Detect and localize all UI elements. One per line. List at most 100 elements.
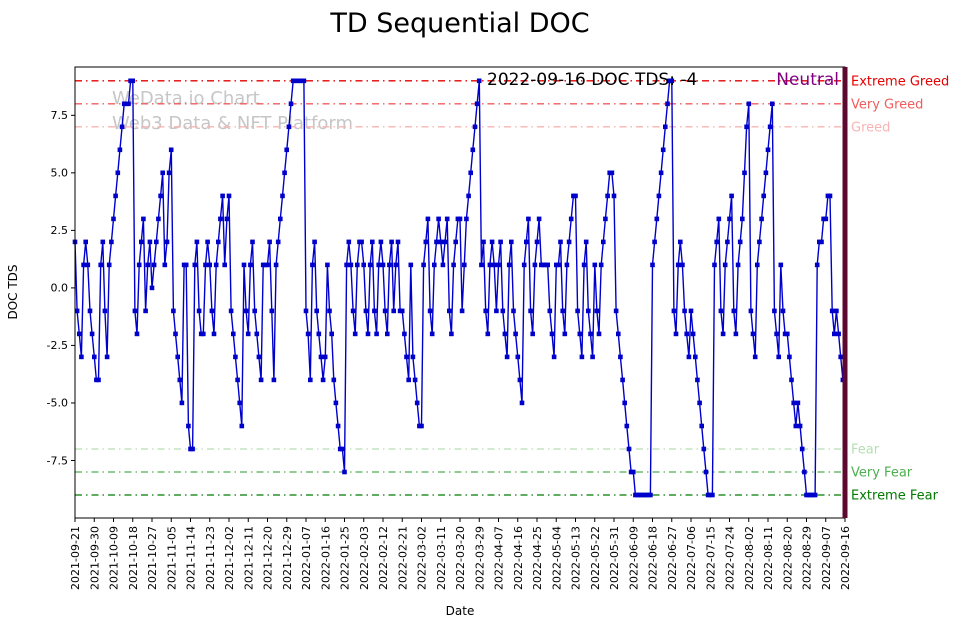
data-point-marker (222, 262, 227, 268)
data-point-marker (301, 78, 307, 84)
data-point-marker (605, 193, 610, 199)
data-point-marker (186, 423, 191, 429)
data-point-marker (534, 239, 540, 245)
data-point-marker (241, 262, 247, 268)
data-point-marker (789, 377, 794, 383)
x-tick-label: 2022-06-27 (666, 526, 679, 590)
data-point-marker (284, 147, 289, 153)
data-point-marker (532, 262, 538, 268)
data-point-marker (727, 216, 732, 222)
data-point-marker (220, 193, 225, 199)
x-tick-label: 2022-08-11 (762, 526, 775, 590)
reference-label-extreme-fear: Extreme Fear (851, 488, 939, 503)
data-point-marker (269, 308, 275, 314)
data-point-marker (530, 331, 535, 337)
data-point-marker (611, 193, 617, 199)
data-point-marker (547, 308, 553, 314)
data-point-marker (346, 239, 352, 245)
data-point-marker (772, 308, 777, 314)
data-point-marker (218, 216, 223, 222)
data-point-marker (476, 78, 482, 84)
x-tick-label: 2022-08-29 (801, 526, 814, 590)
data-point-marker (609, 170, 615, 176)
data-point-marker (528, 308, 533, 314)
data-point-marker (457, 216, 463, 222)
watermark: WeData.io Chart Web3 Data & NFT Platform (112, 86, 353, 136)
data-point-marker (111, 216, 116, 222)
data-point-marker (759, 216, 764, 222)
data-point-marker (419, 423, 424, 429)
data-point-marker (74, 308, 80, 314)
data-point-marker (209, 308, 215, 314)
x-tick-label: 2021-10-09 (108, 526, 121, 590)
data-point-marker (613, 308, 619, 314)
data-point-marker (652, 239, 657, 245)
data-point-marker (250, 239, 255, 245)
data-point-marker (787, 354, 792, 360)
data-point-marker (239, 423, 245, 429)
data-point-marker (192, 262, 198, 268)
y-tick-label: 5.0 (51, 167, 69, 180)
data-point-marker (626, 446, 632, 452)
data-point-marker (267, 239, 272, 245)
y-axis-label: DOC TDS (6, 264, 20, 320)
data-point-marker (361, 262, 366, 268)
data-point-marker (834, 308, 839, 314)
data-point-marker (207, 262, 212, 268)
data-point-marker (812, 492, 818, 498)
data-point-marker (365, 331, 371, 337)
data-point-marker (380, 262, 386, 268)
x-tick-label: 2022-05-22 (589, 526, 602, 590)
data-point-marker (175, 354, 180, 360)
current-reading-text: 2022-09-16 DOC TDS: -4 (487, 70, 698, 90)
series-line (74, 80, 845, 496)
data-point-marker (624, 423, 630, 429)
data-point-marker (699, 423, 704, 429)
data-point-marker (573, 193, 578, 199)
data-point-marker (322, 354, 328, 360)
annotation-row: 2022-09-16 DOC TDS: -4 Neutral (487, 70, 839, 90)
data-point-marker (333, 400, 339, 406)
data-point-marker (231, 331, 236, 337)
data-point-marker (695, 377, 700, 383)
data-point-marker (660, 147, 666, 153)
data-point-marker (596, 331, 602, 337)
data-point-marker (355, 262, 360, 268)
sentiment-label: Neutral (776, 70, 839, 90)
data-point-marker (256, 354, 262, 360)
data-point-marker (303, 308, 309, 314)
data-point-marker (616, 331, 621, 337)
x-tick-label: 2021-12-11 (242, 526, 255, 590)
data-point-marker (329, 331, 334, 337)
data-point-marker (494, 308, 499, 314)
data-point-marker (519, 400, 525, 406)
data-point-marker (483, 308, 488, 314)
data-point-marker (774, 331, 779, 337)
data-point-marker (750, 331, 756, 337)
data-point-marker (827, 193, 833, 199)
reference-label-very-greed: Very Greed (851, 97, 923, 112)
data-point-marker (393, 262, 399, 268)
data-point-marker (793, 423, 799, 429)
data-point-marker (712, 262, 717, 268)
data-point-marker (500, 308, 506, 314)
x-tick-label: 2022-08-20 (781, 526, 794, 590)
data-point-marker (684, 331, 689, 337)
data-point-marker (308, 377, 313, 383)
x-tick-label: 2022-02-12 (377, 526, 390, 590)
data-point-marker (549, 331, 555, 337)
watermark-line2: Web3 Data & NFT Platform (112, 113, 354, 134)
data-point-marker (132, 308, 138, 314)
data-point-marker (485, 331, 491, 337)
data-point-marker (359, 239, 364, 245)
data-point-marker (682, 308, 687, 314)
data-point-marker (432, 262, 437, 268)
data-point-marker (275, 239, 281, 245)
data-point-marker (521, 262, 527, 268)
data-point-marker (778, 262, 784, 268)
x-tick-label: 2022-01-25 (339, 526, 352, 590)
data-point-marker (536, 216, 542, 222)
x-tick-label: 2022-02-21 (396, 526, 409, 590)
x-tick-label: 2022-01-07 (300, 526, 313, 590)
data-point-marker (797, 423, 803, 429)
